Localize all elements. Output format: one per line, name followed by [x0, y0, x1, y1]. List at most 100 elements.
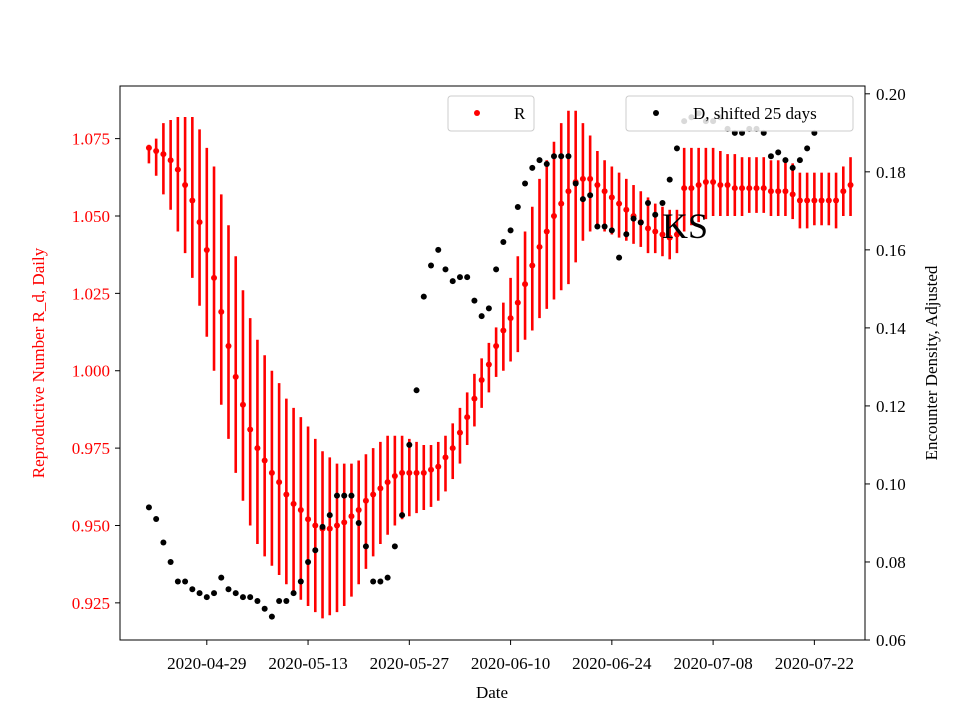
- r-point: [406, 469, 413, 476]
- r-point: [305, 516, 312, 523]
- d-point: [529, 164, 536, 171]
- r-point: [493, 342, 500, 349]
- d-point: [428, 262, 435, 269]
- x-tick-label: 2020-04-29: [167, 654, 246, 673]
- y-right-tick-label: 0.18: [876, 163, 906, 182]
- d-point: [464, 274, 471, 281]
- d-point: [796, 157, 803, 164]
- r-point: [189, 197, 196, 204]
- y-left-tick-label: 1.050: [72, 207, 110, 226]
- d-point: [189, 586, 196, 593]
- y-right-tick-label: 0.14: [876, 319, 906, 338]
- legend-r: R: [447, 95, 535, 132]
- x-axis-label: Date: [476, 683, 508, 702]
- legend-d: D, shifted 25 days: [625, 95, 854, 132]
- d-point: [196, 590, 203, 597]
- d-point: [767, 153, 774, 160]
- y-left-tick-label: 1.025: [72, 284, 110, 303]
- d-point: [399, 512, 406, 519]
- r-point: [312, 522, 319, 529]
- d-point: [211, 590, 218, 597]
- r-point: [290, 500, 297, 507]
- d-point: [536, 157, 543, 164]
- r-point: [673, 231, 680, 238]
- d-point: [601, 223, 608, 230]
- r-point: [232, 373, 239, 380]
- r-point: [731, 185, 738, 192]
- r-point: [225, 342, 232, 349]
- d-point: [637, 219, 644, 226]
- d-point: [182, 578, 189, 585]
- r-point: [145, 144, 152, 151]
- r-point: [811, 197, 818, 204]
- d-point: [203, 594, 210, 601]
- d-point: [362, 543, 369, 550]
- r-point: [261, 457, 268, 464]
- x-tick-label: 2020-07-08: [673, 654, 752, 673]
- r-point: [789, 191, 796, 198]
- d-point: [167, 558, 174, 565]
- r-point: [775, 188, 782, 195]
- r-point: [174, 166, 181, 173]
- d-point: [565, 153, 572, 160]
- legend-d-marker: [653, 110, 659, 116]
- d-point: [804, 145, 811, 152]
- y-left-tick-label: 1.000: [72, 362, 110, 381]
- x-tick-label: 2020-05-27: [370, 654, 450, 673]
- d-point: [673, 145, 680, 152]
- r-point: [348, 513, 355, 520]
- r-point: [681, 185, 688, 192]
- d-point: [319, 523, 326, 530]
- r-point: [659, 231, 666, 238]
- d-point: [775, 149, 782, 156]
- r-point: [702, 178, 709, 185]
- r-point: [435, 463, 442, 470]
- r-point: [413, 469, 420, 476]
- d-point: [239, 594, 246, 601]
- d-point: [355, 519, 362, 526]
- r-point: [507, 315, 514, 322]
- r-point: [616, 200, 623, 207]
- d-points: [145, 110, 818, 620]
- r-point: [500, 327, 507, 334]
- r-point: [456, 429, 463, 436]
- r-point: [283, 491, 290, 498]
- d-point: [312, 547, 319, 554]
- d-point: [341, 492, 348, 499]
- d-point: [645, 200, 652, 207]
- r-point: [594, 182, 601, 189]
- r-point: [276, 479, 283, 486]
- y-right-tick-label: 0.16: [876, 241, 906, 260]
- r-point: [239, 401, 246, 408]
- r-point: [688, 185, 695, 192]
- d-point: [290, 590, 297, 597]
- r-point: [536, 243, 543, 250]
- d-point: [522, 180, 529, 187]
- d-point: [623, 231, 630, 238]
- r-point: [608, 194, 615, 201]
- d-point: [456, 274, 463, 281]
- d-point: [384, 574, 391, 581]
- d-point: [283, 597, 290, 604]
- d-point: [579, 196, 586, 203]
- r-point: [297, 507, 304, 514]
- x-tick-label: 2020-07-22: [775, 654, 854, 673]
- y-left-tick-label: 0.925: [72, 594, 110, 613]
- d-point: [225, 586, 232, 593]
- legend-d-label: D, shifted 25 days: [693, 104, 817, 123]
- y-left-tick-label: 1.075: [72, 130, 110, 149]
- r-point: [666, 234, 673, 241]
- r-point: [724, 182, 731, 189]
- d-point: [478, 313, 485, 320]
- plot-frame: [119, 85, 866, 641]
- r-point: [268, 469, 275, 476]
- r-point: [804, 197, 811, 204]
- x-axis: 2020-04-29 2020-05-13 2020-05-27 2020-06-10…: [167, 640, 854, 673]
- r-point: [623, 206, 630, 213]
- d-point: [500, 239, 507, 246]
- r-point: [160, 151, 167, 158]
- r-point: [420, 469, 427, 476]
- y-left-tick-label: 0.950: [72, 516, 110, 535]
- y-right-tick-label: 0.20: [876, 85, 906, 104]
